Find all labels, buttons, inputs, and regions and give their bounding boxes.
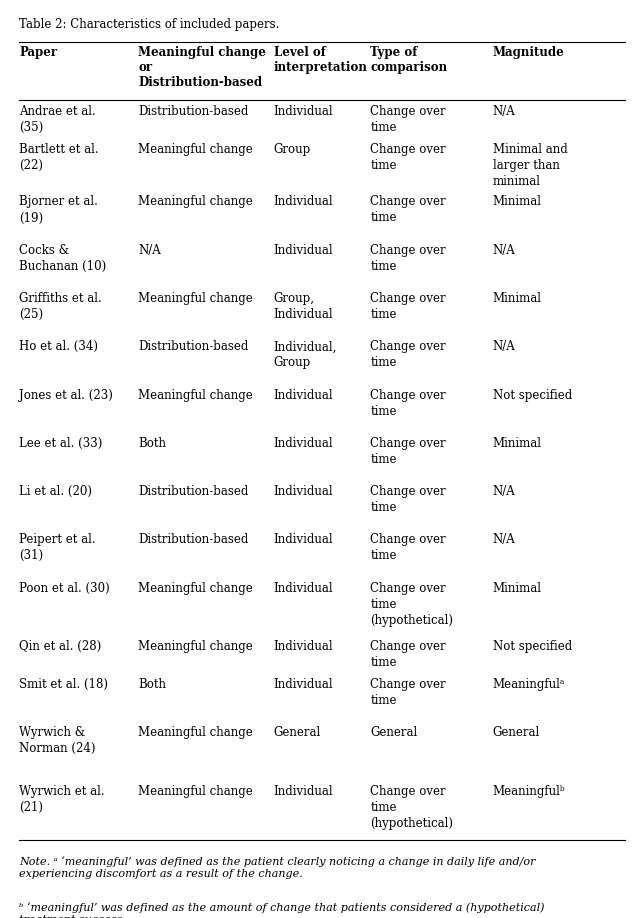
Text: N/A: N/A	[493, 244, 515, 257]
Text: Minimal: Minimal	[493, 292, 542, 305]
Text: Type of
comparison: Type of comparison	[370, 46, 448, 74]
Text: Change over
time: Change over time	[370, 388, 446, 418]
Text: Change over
time: Change over time	[370, 105, 446, 134]
Text: Individual: Individual	[274, 485, 334, 498]
Text: Bjorner et al.
(19): Bjorner et al. (19)	[19, 196, 98, 225]
Text: Meaningful change: Meaningful change	[138, 292, 253, 305]
Text: N/A: N/A	[138, 244, 161, 257]
Text: Li et al. (20): Li et al. (20)	[19, 485, 92, 498]
Text: Jones et al. (23): Jones et al. (23)	[19, 388, 113, 401]
Text: Level of
interpretation: Level of interpretation	[274, 46, 368, 74]
Text: Griffiths et al.
(25): Griffiths et al. (25)	[19, 292, 102, 321]
Text: Note. ᵃ ‘meaningful’ was defined as the patient clearly noticing a change in dai: Note. ᵃ ‘meaningful’ was defined as the …	[19, 856, 536, 879]
Text: Both: Both	[138, 437, 166, 450]
Text: Wyrwich &
Norman (24): Wyrwich & Norman (24)	[19, 726, 96, 756]
Text: Individual: Individual	[274, 785, 334, 798]
Text: Individual: Individual	[274, 640, 334, 653]
Text: General: General	[370, 726, 417, 739]
Text: Distribution-based: Distribution-based	[138, 105, 249, 118]
Text: Individual: Individual	[274, 437, 334, 450]
Text: Minimal: Minimal	[493, 437, 542, 450]
Text: Andrae et al.
(35): Andrae et al. (35)	[19, 105, 96, 134]
Text: Individual: Individual	[274, 582, 334, 595]
Text: General: General	[493, 726, 540, 739]
Text: N/A: N/A	[493, 485, 515, 498]
Text: Individual: Individual	[274, 388, 334, 401]
Text: Bartlett et al.
(22): Bartlett et al. (22)	[19, 143, 99, 173]
Text: N/A: N/A	[493, 533, 515, 546]
Text: N/A: N/A	[493, 105, 515, 118]
Text: Individual: Individual	[274, 105, 334, 118]
Text: Minimal: Minimal	[493, 582, 542, 595]
Text: Lee et al. (33): Lee et al. (33)	[19, 437, 102, 450]
Text: Individual: Individual	[274, 533, 334, 546]
Text: Table 2: Characteristics of included papers.: Table 2: Characteristics of included pap…	[19, 18, 279, 31]
Text: Individual: Individual	[274, 244, 334, 257]
Text: Change over
time: Change over time	[370, 485, 446, 514]
Text: Individual,
Group: Individual, Group	[274, 341, 337, 369]
Text: Peipert et al.
(31): Peipert et al. (31)	[19, 533, 96, 563]
Text: N/A: N/A	[493, 341, 515, 353]
Text: Distribution-based: Distribution-based	[138, 533, 249, 546]
Text: Change over
time: Change over time	[370, 196, 446, 225]
Text: Change over
time: Change over time	[370, 244, 446, 273]
Text: Meaningful change: Meaningful change	[138, 196, 253, 208]
Text: Change over
time: Change over time	[370, 143, 446, 173]
Text: Cocks &
Buchanan (10): Cocks & Buchanan (10)	[19, 244, 106, 273]
Text: Both: Both	[138, 678, 166, 691]
Text: ᵇ ‘meaningful’ was defined as the amount of change that patients considered a (h: ᵇ ‘meaningful’ was defined as the amount…	[19, 902, 545, 918]
Text: Minimal and
larger than
minimal: Minimal and larger than minimal	[493, 143, 567, 188]
Text: Meaningfulᵃ: Meaningfulᵃ	[493, 678, 565, 691]
Text: Distribution-based: Distribution-based	[138, 341, 249, 353]
Text: Not specified: Not specified	[493, 640, 572, 653]
Text: Group: Group	[274, 143, 311, 156]
Text: General: General	[274, 726, 321, 739]
Text: Minimal: Minimal	[493, 196, 542, 208]
Text: Individual: Individual	[274, 678, 334, 691]
Text: Individual: Individual	[274, 196, 334, 208]
Text: Change over
time: Change over time	[370, 678, 446, 707]
Text: Change over
time: Change over time	[370, 640, 446, 669]
Text: Change over
time: Change over time	[370, 437, 446, 465]
Text: Wyrwich et al.
(21): Wyrwich et al. (21)	[19, 785, 105, 813]
Text: Meaningful change: Meaningful change	[138, 388, 253, 401]
Text: Meaningful change
or
Distribution-based: Meaningful change or Distribution-based	[138, 46, 267, 89]
Text: Not specified: Not specified	[493, 388, 572, 401]
Text: Meaningful change: Meaningful change	[138, 582, 253, 595]
Text: Meaningful change: Meaningful change	[138, 785, 253, 798]
Text: Meaningfulᵇ: Meaningfulᵇ	[493, 785, 565, 798]
Text: Group,
Individual: Group, Individual	[274, 292, 334, 321]
Text: Paper: Paper	[19, 46, 57, 59]
Text: Change over
time
(hypothetical): Change over time (hypothetical)	[370, 582, 453, 627]
Text: Poon et al. (30): Poon et al. (30)	[19, 582, 110, 595]
Text: Meaningful change: Meaningful change	[138, 640, 253, 653]
Text: Meaningful change: Meaningful change	[138, 143, 253, 156]
Text: Change over
time: Change over time	[370, 292, 446, 321]
Text: Change over
time: Change over time	[370, 341, 446, 369]
Text: Change over
time: Change over time	[370, 533, 446, 563]
Text: Change over
time
(hypothetical): Change over time (hypothetical)	[370, 785, 453, 830]
Text: Qin et al. (28): Qin et al. (28)	[19, 640, 102, 653]
Text: Ho et al. (34): Ho et al. (34)	[19, 341, 99, 353]
Text: Meaningful change: Meaningful change	[138, 726, 253, 739]
Text: Distribution-based: Distribution-based	[138, 485, 249, 498]
Text: Magnitude: Magnitude	[493, 46, 564, 59]
Text: Smit et al. (18): Smit et al. (18)	[19, 678, 108, 691]
